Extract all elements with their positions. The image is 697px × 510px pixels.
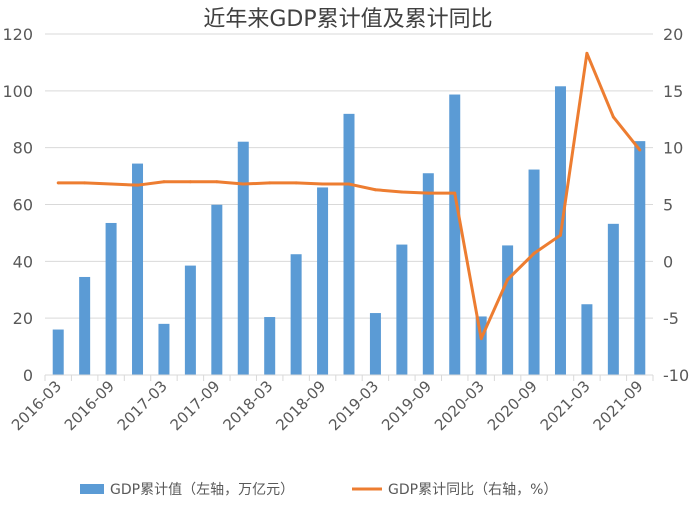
line-point [373, 188, 377, 192]
y-left-tick-label: 0 [23, 366, 33, 385]
bar [449, 94, 461, 375]
y-left-tick-label: 60 [13, 196, 33, 215]
line-series [56, 51, 642, 341]
y-right-tick-label: 0 [663, 252, 673, 271]
x-tick-label: 2021-03 [537, 377, 594, 434]
y-right-tick-label: 5 [663, 196, 673, 215]
x-tick-label: 2019-03 [325, 377, 382, 434]
bar [132, 163, 144, 375]
x-tick-label: 2019-09 [378, 377, 435, 434]
line-point [400, 190, 404, 194]
bar-series [52, 86, 646, 375]
bar [607, 223, 619, 375]
bar [52, 329, 64, 375]
legend-bar-label: GDP累计值（左轴，万亿元） [110, 482, 294, 498]
chart-title: 近年来GDP累计值及累计同比 [203, 7, 492, 32]
bar [158, 323, 170, 375]
bar [290, 254, 302, 375]
x-tick-label: 2020-03 [431, 377, 488, 434]
line-point [347, 182, 351, 186]
bar [237, 141, 249, 375]
line-point [506, 278, 510, 282]
line-point [188, 180, 192, 184]
x-tick-label: 2018-03 [219, 377, 276, 434]
x-tick-label: 2017-09 [167, 377, 224, 434]
line-point [532, 251, 536, 255]
bar [475, 316, 487, 375]
y-left-tick-label: 20 [13, 309, 33, 328]
x-tick-label: 2020-09 [484, 377, 541, 434]
line-point [83, 181, 87, 185]
line-point [558, 233, 562, 237]
line-point [611, 115, 615, 119]
x-tick-label: 2016-03 [8, 377, 65, 434]
bar [317, 187, 329, 375]
y-left-tick-label: 100 [2, 82, 33, 101]
y-right-tick-label: -5 [663, 309, 679, 328]
bar [211, 204, 223, 375]
bar [264, 317, 276, 375]
line-point [479, 337, 483, 341]
line-point [294, 181, 298, 185]
x-tick-label: 2016-09 [61, 377, 118, 434]
y-left-tick-label: 40 [13, 252, 33, 271]
bar [528, 169, 540, 375]
line-point [162, 180, 166, 184]
line-point [638, 148, 642, 152]
line-point [426, 191, 430, 195]
line-point [109, 182, 113, 186]
bar [369, 313, 381, 375]
y-right-tick-label: 10 [663, 139, 683, 158]
line-point [453, 191, 457, 195]
line-point [241, 182, 245, 186]
y-left-tick-label: 120 [2, 25, 33, 44]
legend-bar-swatch [80, 484, 104, 494]
legend: GDP累计值（左轴，万亿元） GDP累计同比（右轴，%） [80, 482, 557, 498]
bar [79, 276, 91, 375]
bar [422, 173, 434, 375]
y-right-tick-label: 20 [663, 25, 683, 44]
bar [396, 244, 408, 375]
line-point [585, 51, 589, 55]
bar [105, 222, 117, 375]
y-left-tick-label: 80 [13, 139, 33, 158]
bar [343, 113, 355, 375]
line-point [268, 181, 272, 185]
line-point [321, 182, 325, 186]
line-point [56, 181, 60, 185]
bar [184, 265, 196, 375]
bar [634, 141, 646, 375]
legend-line-label: GDP累计同比（右轴，%） [388, 482, 557, 498]
y-right-tick-label: -10 [663, 366, 689, 385]
line-point [215, 180, 219, 184]
x-tick-label: 2021-09 [590, 377, 647, 434]
line-point [136, 183, 140, 187]
bar [581, 304, 593, 375]
x-tick-label: 2017-03 [114, 377, 171, 434]
x-tick-label: 2018-09 [272, 377, 329, 434]
y-right-tick-label: 15 [663, 82, 683, 101]
bar [502, 245, 514, 375]
